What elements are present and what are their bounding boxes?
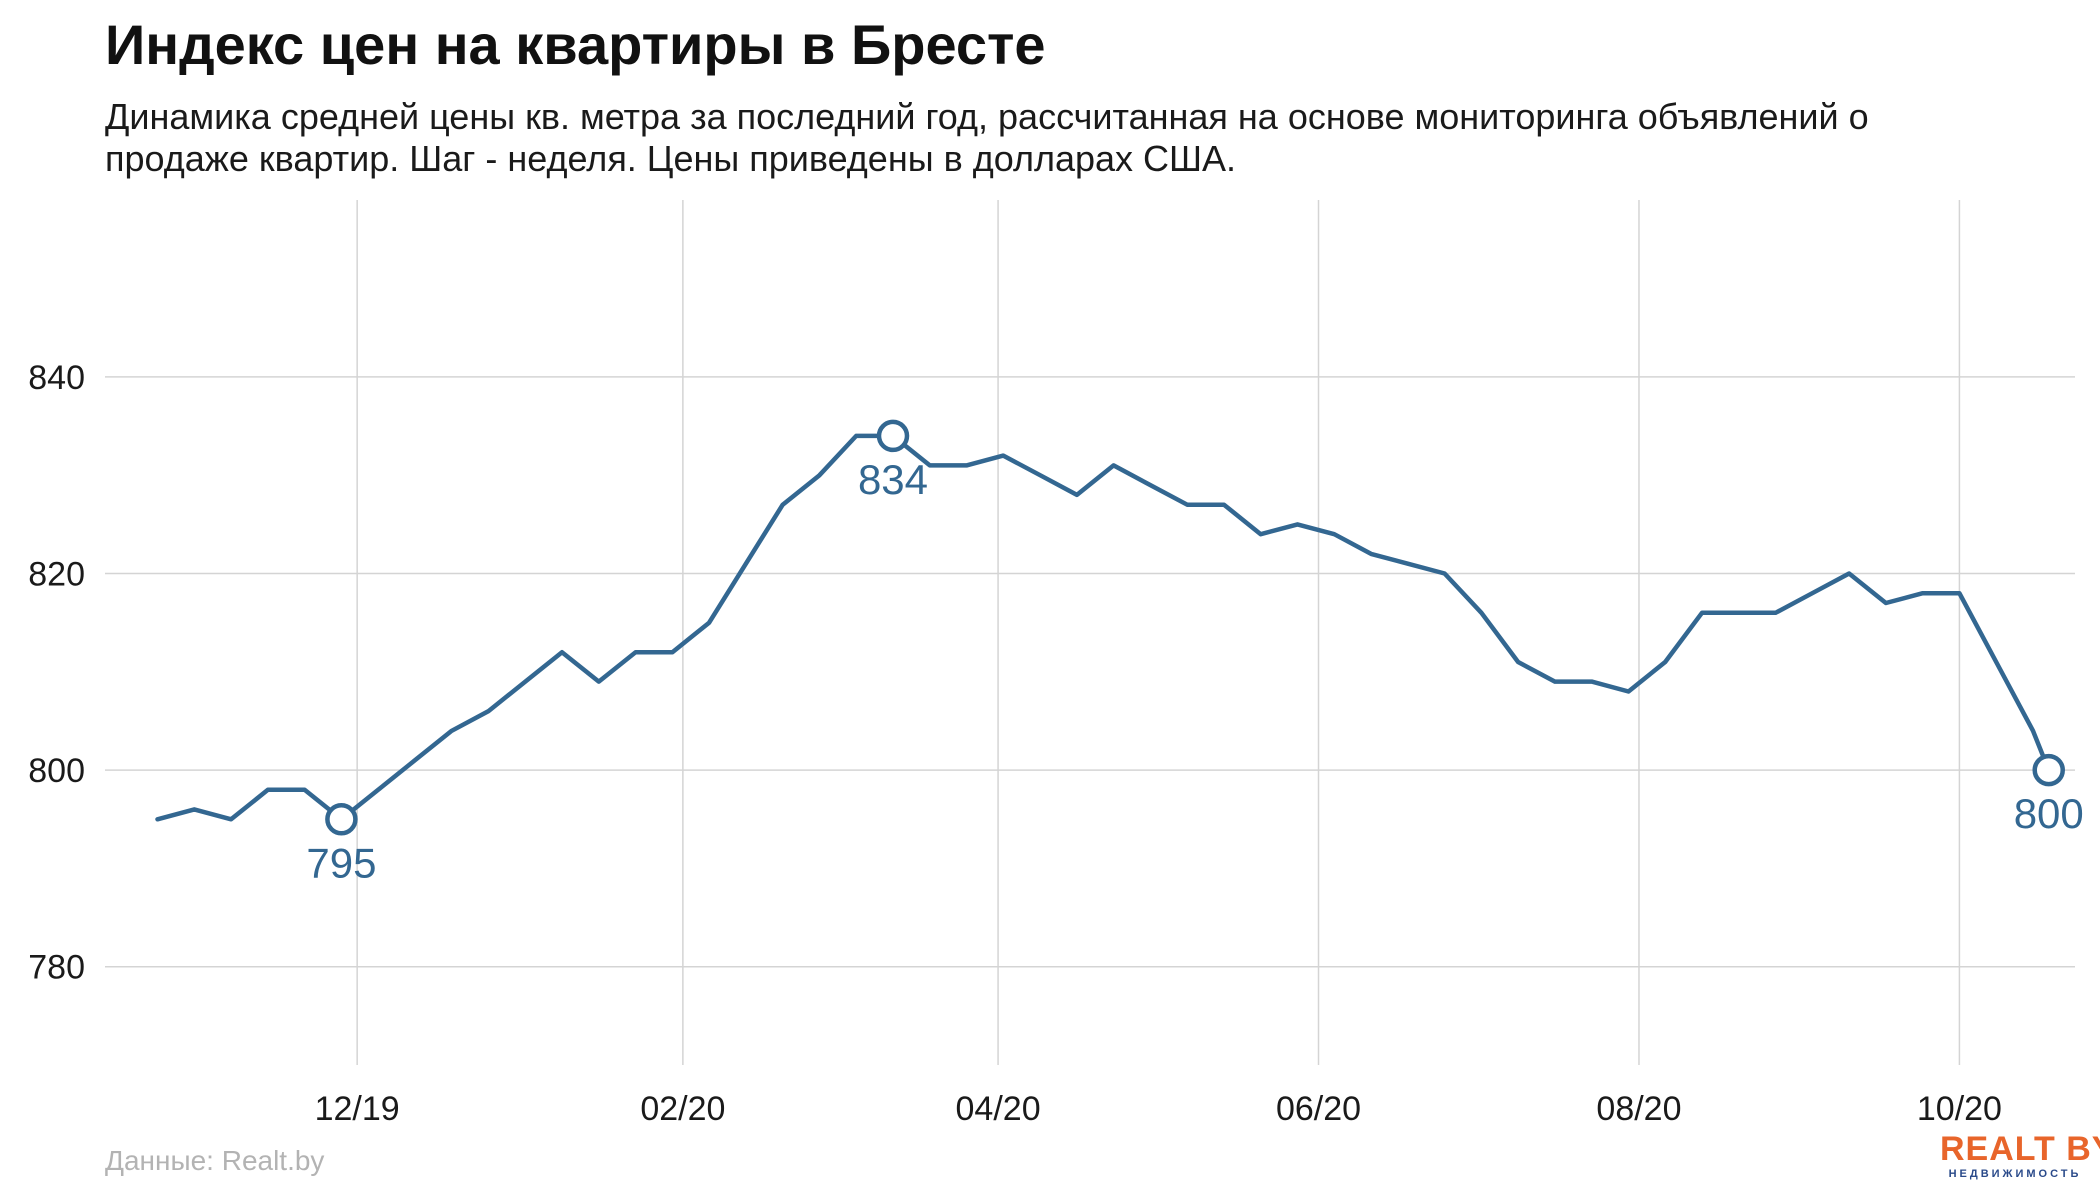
x-tick-label-3: 06/20: [1276, 1090, 1361, 1128]
chart-title: Индекс цен на квартиры в Бресте: [105, 13, 1046, 76]
price-series-line: [155, 433, 2051, 822]
vertical-gridlines: [356, 200, 1961, 1065]
x-tick-label-2: 04/20: [956, 1090, 1041, 1128]
highlight-point-834: [876, 419, 910, 453]
highlight-markers: 795 834 800: [306, 419, 2084, 886]
logo-main-text: REALT BY: [1940, 1130, 2100, 1168]
x-tick-label-5: 10/20: [1917, 1090, 2002, 1128]
y-tick-label-840: 840: [28, 359, 85, 397]
data-label-795: 795: [306, 839, 376, 886]
logo-sub-text: НЕДВИЖИМОСТЬ: [1948, 1168, 2082, 1180]
horizontal-gridlines: [105, 376, 2075, 968]
x-axis-labels: 12/19 02/20 04/20 06/20 08/20 10/20: [315, 1090, 2002, 1128]
y-tick-label-820: 820: [28, 556, 85, 594]
series-group: [155, 433, 2051, 822]
realt-logo: REALT BY НЕДВИЖИМОСТЬ: [1940, 1130, 2100, 1181]
highlight-point-795: [325, 803, 358, 836]
y-tick-label-800: 800: [28, 752, 85, 790]
data-label-834: 834: [858, 456, 928, 503]
x-tick-label-1: 02/20: [640, 1090, 725, 1128]
data-source: Данные: Realt.by: [105, 1145, 325, 1176]
highlight-point-800: [2032, 753, 2065, 787]
data-label-800: 800: [2014, 790, 2084, 837]
y-tick-label-780: 780: [28, 949, 85, 987]
x-tick-label-4: 08/20: [1596, 1090, 1681, 1128]
y-axis-labels: 780 800 820 840: [28, 359, 85, 987]
x-tick-label-0: 12/19: [315, 1090, 400, 1128]
chart-subtitle: Динамика средней цены кв. метра за после…: [105, 96, 1869, 179]
